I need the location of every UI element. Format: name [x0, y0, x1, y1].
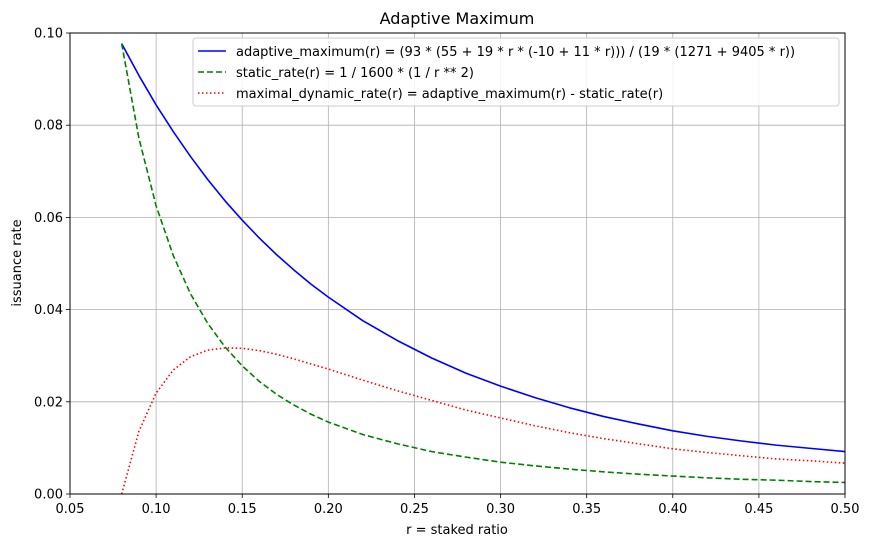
x-tick-label: 0.05 — [56, 502, 85, 517]
legend-box — [192, 37, 840, 107]
x-tick-label: 0.35 — [572, 502, 601, 517]
axis-ticks: 0.05 0.10 0.15 0.20 0.25 0.30 0.35 0.40 0.45 0.50… — [34, 27, 859, 518]
y-tick-label: 0.02 — [34, 395, 63, 410]
x-tick-label: 0.15 — [228, 502, 257, 517]
plot-frame — [69, 32, 846, 495]
series-line-1 — [120, 43, 845, 453]
legend-label: static_rate(r) = 1 / 1600 * (1 / r ** 2) — [236, 66, 474, 81]
series-line-3 — [120, 347, 845, 494]
y-tick-label: 0.08 — [34, 119, 63, 134]
x-tick-label: 0.25 — [400, 502, 429, 517]
series-group — [120, 43, 845, 494]
y-tick-label: 0.10 — [34, 27, 63, 42]
chart-title: Adaptive Maximum — [380, 9, 535, 28]
x-axis-label: r = staked ratio — [406, 523, 508, 538]
series-line-2 — [120, 43, 845, 484]
x-tick-label: 0.20 — [314, 502, 343, 517]
y-tick-label: 0.06 — [34, 211, 63, 226]
x-tick-label: 0.30 — [486, 502, 515, 517]
legend-label: maximal_dynamic_rate(r) = adaptive_maxim… — [236, 87, 663, 102]
x-tick-label: 0.45 — [744, 502, 773, 517]
y-axis-label: issuance rate — [10, 219, 25, 306]
legend-label: adaptive_maximum(r) = (93 * (55 + 19 * r… — [236, 45, 795, 60]
x-tick-label: 0.40 — [658, 502, 687, 517]
x-tick-label: 0.50 — [831, 502, 860, 517]
y-tick-label: 0.04 — [34, 303, 63, 318]
y-tick-label: 0.00 — [34, 488, 63, 503]
legend: adaptive_maximum(r) = (93 * (55 + 19 * r… — [192, 37, 840, 107]
x-tick-label: 0.10 — [142, 502, 171, 517]
